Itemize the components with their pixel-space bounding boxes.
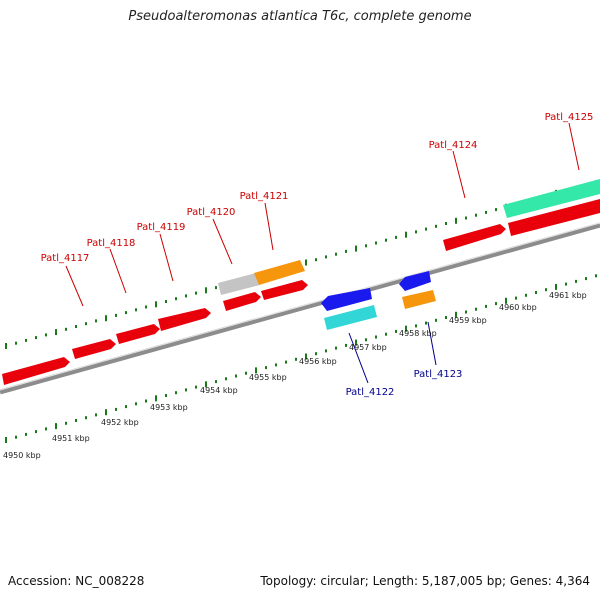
gene-label[interactable]: Patl_4122 <box>346 387 395 398</box>
ruler-label: 4957 kbp <box>349 343 387 352</box>
gene-arrow[interactable] <box>158 308 211 331</box>
gene-arrow[interactable] <box>508 199 600 236</box>
ruler-labels: 4950 kbp 4951 kbp 4952 kbp 4953 kbp 4954… <box>3 291 587 460</box>
ruler-label: 4952 kbp <box>101 418 139 427</box>
gene-label[interactable]: Patl_4123 <box>414 369 463 380</box>
reverse-tick-row <box>5 274 597 443</box>
gene-arrow[interactable] <box>503 179 600 218</box>
ruler-label: 4954 kbp <box>200 386 238 395</box>
gene-arrow[interactable] <box>443 224 506 251</box>
reverse-leaders <box>348 321 437 384</box>
ruler-label: 4950 kbp <box>3 451 41 460</box>
gene-arrow[interactable] <box>324 305 377 330</box>
backbone-line <box>0 222 600 395</box>
genome-summary-text: Topology: circular; Length: 5,187,005 bp… <box>260 574 590 588</box>
gene-arrow[interactable] <box>116 324 160 344</box>
forward-leaders <box>65 122 580 307</box>
gene-arrow[interactable] <box>2 357 70 385</box>
gene-arrow[interactable] <box>223 292 261 311</box>
gene-label[interactable]: Patl_4124 <box>429 140 478 151</box>
ruler-label: 4961 kbp <box>549 291 587 300</box>
gene-arrow[interactable] <box>402 290 436 309</box>
gene-label[interactable]: Patl_4120 <box>187 207 236 218</box>
forward-genes <box>2 179 600 385</box>
reverse-genes <box>321 271 436 330</box>
gene-label[interactable]: Patl_4119 <box>137 222 186 233</box>
ruler-label: 4958 kbp <box>399 329 437 338</box>
gene-label[interactable]: Patl_4117 <box>41 253 90 264</box>
gene-label[interactable]: Patl_4121 <box>240 191 289 202</box>
gene-label[interactable]: Patl_4118 <box>87 238 136 249</box>
reverse-label-group: Patl_4122 Patl_4123 <box>346 369 463 398</box>
gene-label[interactable]: Patl_4125 <box>545 112 594 123</box>
accession-text: Accession: NC_008228 <box>8 574 145 588</box>
backbone-highlight <box>0 222 600 391</box>
gene-arrow[interactable] <box>261 280 308 300</box>
gene-arrow[interactable] <box>399 271 431 291</box>
ruler-label: 4956 kbp <box>299 357 337 366</box>
map-title: Pseudoalteromonas atlantica T6c, complet… <box>128 9 472 24</box>
ruler-label: 4951 kbp <box>52 434 90 443</box>
ruler-label: 4955 kbp <box>249 373 287 382</box>
gene-arrow[interactable] <box>218 273 260 295</box>
ruler-label: 4959 kbp <box>449 316 487 325</box>
forward-label-group: Patl_4117 Patl_4118 Patl_4119 Patl_4120 … <box>41 112 594 264</box>
gene-arrow[interactable] <box>72 339 116 359</box>
gene-arrow[interactable] <box>321 288 372 311</box>
ruler-label: 4953 kbp <box>150 403 188 412</box>
ruler-label: 4960 kbp <box>499 303 537 312</box>
gene-arrow[interactable] <box>254 260 305 285</box>
